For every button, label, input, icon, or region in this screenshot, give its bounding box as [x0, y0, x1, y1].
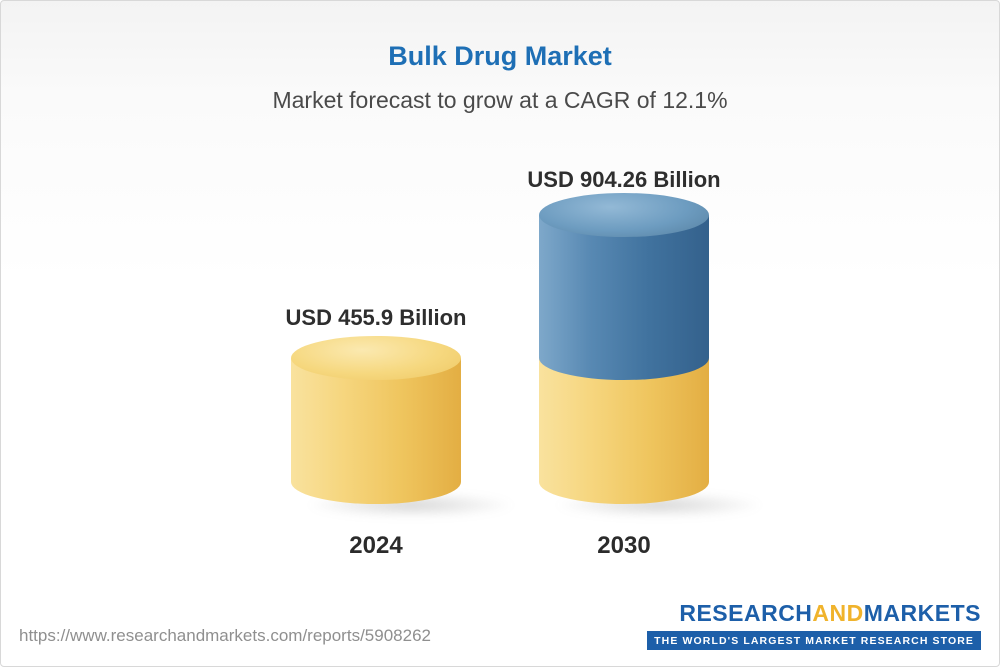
bar-2024-body	[291, 358, 461, 504]
report-url: https://www.researchandmarkets.com/repor…	[19, 626, 431, 645]
value-label-2024: USD 455.9 Billion	[285, 305, 467, 330]
bar-2024-top-cap	[291, 336, 461, 381]
page-title: Bulk Drug Market	[388, 41, 612, 71]
bar-2030-segment-yellow	[539, 358, 709, 504]
logo-wordmark: RESEARCHANDMARKETS	[647, 600, 981, 627]
value-label-2030: USD 904.26 Billion	[527, 167, 721, 192]
bar-2030-segment-blue	[539, 214, 709, 381]
axis-label-2030: 2030	[597, 532, 651, 559]
logo-tagline: THE WORLD'S LARGEST MARKET RESEARCH STOR…	[647, 631, 981, 650]
logo-word-and: AND	[812, 600, 864, 626]
bar-2030-top-cap	[539, 192, 709, 237]
axis-label-2024: 2024	[349, 532, 403, 559]
logo-word-markets: MARKETS	[863, 600, 981, 626]
bar-2024	[291, 336, 461, 504]
logo-word-research: RESEARCH	[679, 600, 813, 626]
bar-2030	[539, 192, 709, 504]
researchandmarkets-logo: RESEARCHANDMARKETS THE WORLD'S LARGEST M…	[647, 600, 981, 650]
page-subtitle: Market forecast to grow at a CAGR of 12.…	[272, 87, 728, 113]
